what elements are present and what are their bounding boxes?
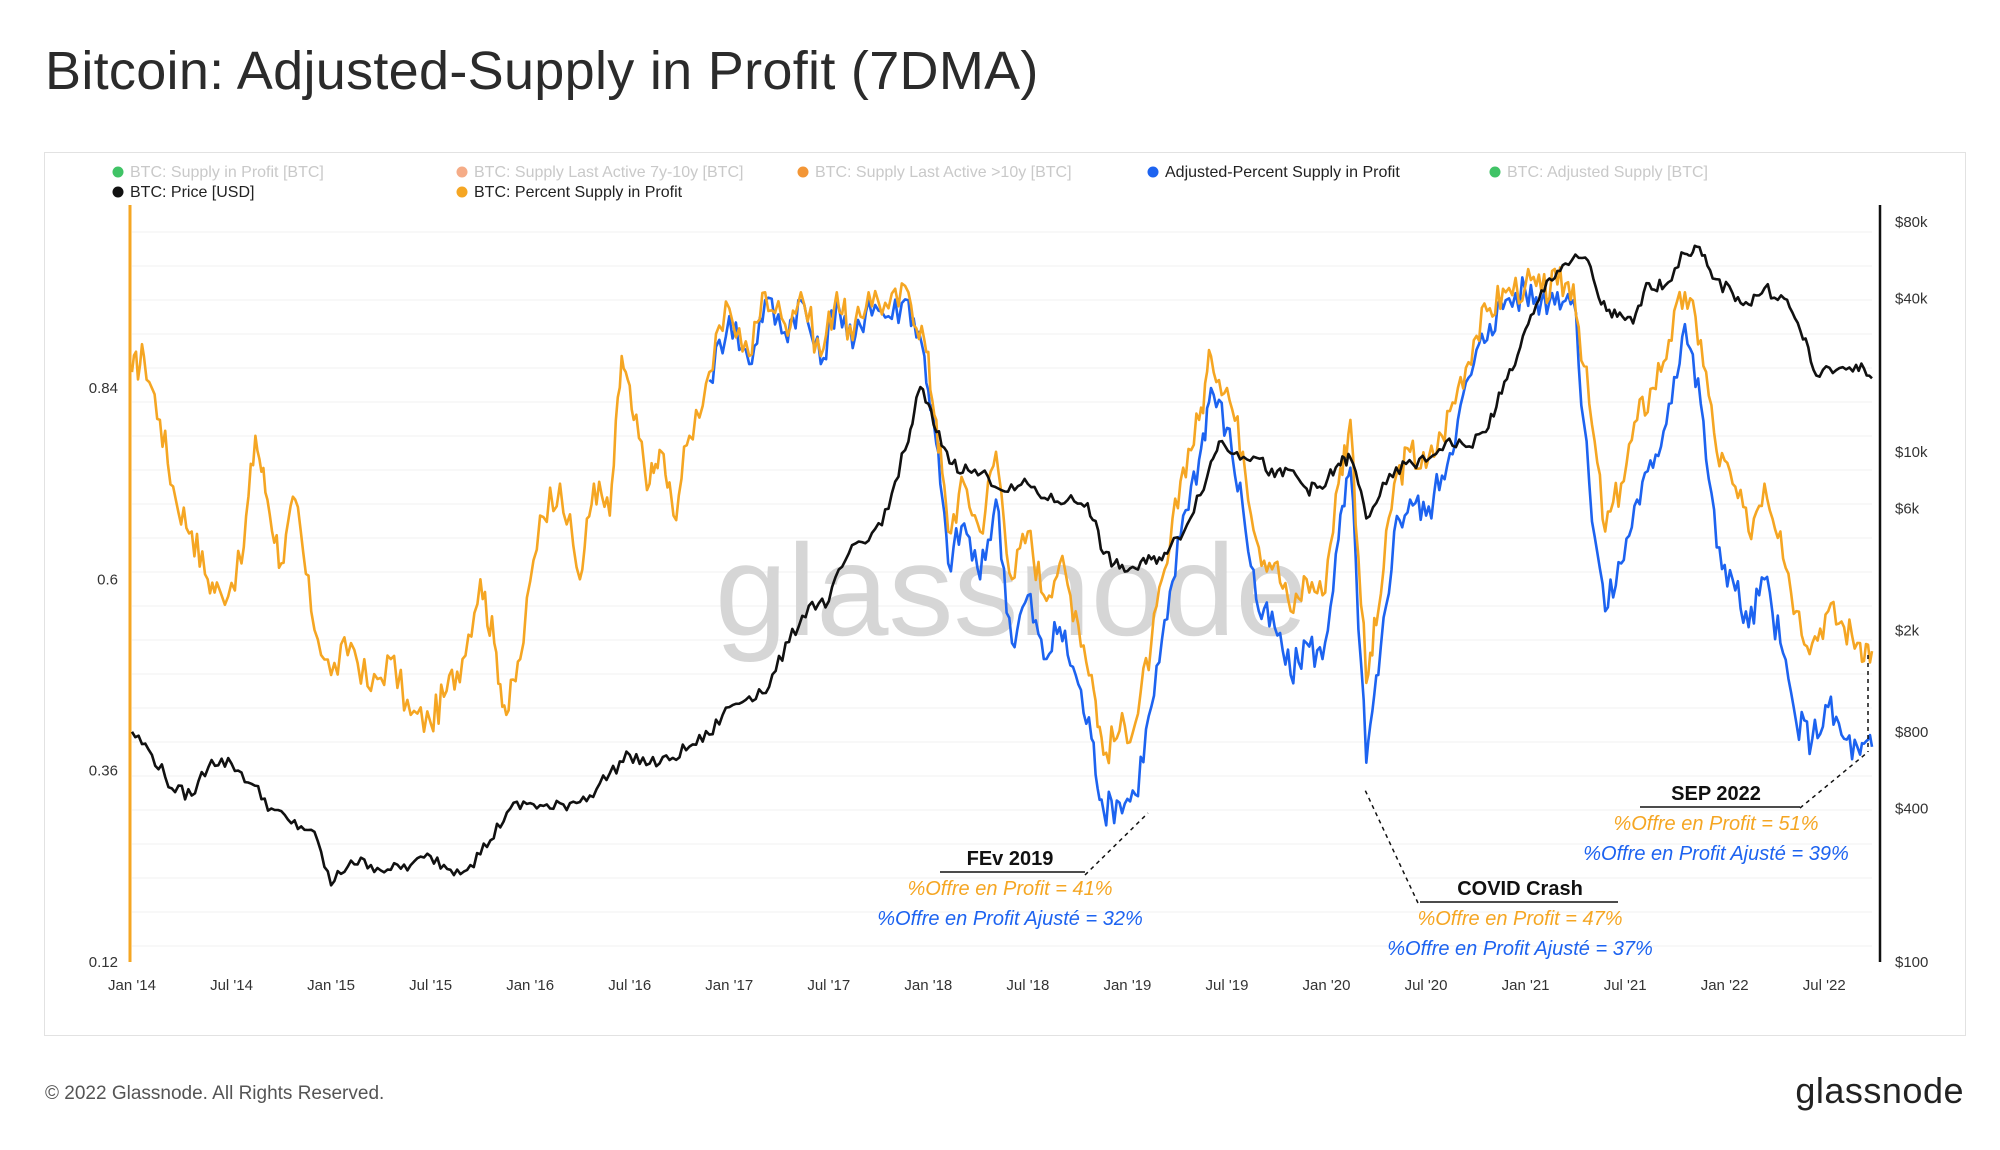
x-tick-label: Jul '19: [1206, 977, 1249, 994]
x-tick-label: Jul '18: [1006, 977, 1049, 994]
legend-label: BTC: Percent Supply in Profit: [474, 184, 683, 201]
x-tick-label: Jan '15: [307, 977, 355, 994]
legend-marker: [112, 186, 124, 198]
x-tick-label: Jan '19: [1103, 977, 1151, 994]
annotation-adjusted-text: %Offre en Profit Ajusté = 37%: [1387, 938, 1653, 960]
annotation-supply-profit-text: %Offre en Profit = 41%: [907, 878, 1112, 900]
x-tick-label: Jan '20: [1303, 977, 1351, 994]
supply-in-profit-series-line: [130, 266, 1874, 765]
legend-marker: [1147, 166, 1159, 178]
adjusted-supply-series-line: [708, 276, 1874, 827]
annotation-leader-line: [1799, 751, 1869, 809]
annotation-adjusted-text: %Offre en Profit Ajusté = 39%: [1583, 843, 1849, 865]
legend-marker: [797, 166, 809, 178]
annotation-supply-profit-text: %Offre en Profit = 47%: [1417, 908, 1622, 930]
right-tick-label: $800: [1895, 724, 1928, 741]
annotation-adjusted-text: %Offre en Profit Ajusté = 32%: [877, 908, 1143, 930]
x-tick-label: Jan '17: [705, 977, 753, 994]
legend-label: BTC: Supply Last Active >10y [BTC]: [815, 164, 1072, 181]
x-tick-label: Jul '21: [1604, 977, 1647, 994]
legend-label: BTC: Adjusted Supply [BTC]: [1507, 164, 1708, 181]
legend-marker: [456, 186, 468, 198]
legend-marker: [456, 166, 468, 178]
legend-marker: [112, 166, 124, 178]
footer-copyright: © 2022 Glassnode. All Rights Reserved.: [45, 1083, 385, 1104]
x-tick-label: Jul '14: [210, 977, 253, 994]
x-tick-label: Jul '16: [608, 977, 651, 994]
annotation-supply-profit-text: %Offre en Profit = 51%: [1613, 813, 1818, 835]
x-tick-label: Jul '20: [1405, 977, 1448, 994]
x-tick-label: Jan '14: [108, 977, 156, 994]
legend-label: BTC: Supply in Profit [BTC]: [130, 164, 324, 181]
left-tick-label: 0.12: [89, 954, 118, 971]
left-tick-label: 0.84: [89, 380, 118, 397]
x-tick-label: Jan '18: [904, 977, 952, 994]
annotation-title: COVID Crash: [1457, 878, 1583, 900]
x-tick-label: Jan '16: [506, 977, 554, 994]
legend-label: BTC: Price [USD]: [130, 184, 254, 201]
right-tick-label: $40k: [1895, 291, 1928, 308]
annotation-leader-line: [1364, 789, 1419, 904]
right-tick-label: $100: [1895, 954, 1928, 971]
page-title: Bitcoin: Adjusted-Supply in Profit (7DMA…: [45, 41, 1039, 101]
legend-marker: [1489, 166, 1501, 178]
legend-label: Adjusted-Percent Supply in Profit: [1165, 164, 1400, 181]
annotation-title: SEP 2022: [1671, 783, 1761, 805]
annotation-title: FEv 2019: [967, 848, 1054, 870]
right-tick-label: $2k: [1895, 622, 1920, 639]
left-tick-label: 0.36: [89, 763, 118, 780]
right-tick-label: $400: [1895, 801, 1928, 818]
right-tick-label: $80k: [1895, 214, 1928, 231]
annotation-leader-line: [1084, 812, 1149, 876]
right-tick-label: $10k: [1895, 444, 1928, 461]
glassnode-logo: glassnode: [1795, 1070, 1964, 1111]
price-series-line: [130, 244, 1873, 887]
x-tick-label: Jul '15: [409, 977, 452, 994]
right-tick-label: $6k: [1895, 501, 1920, 518]
x-tick-label: Jan '22: [1701, 977, 1749, 994]
x-tick-label: Jul '22: [1803, 977, 1846, 994]
x-tick-label: Jan '21: [1502, 977, 1550, 994]
left-tick-label: 0.6: [97, 571, 118, 588]
x-tick-label: Jul '17: [807, 977, 850, 994]
legend-label: BTC: Supply Last Active 7y-10y [BTC]: [474, 164, 743, 181]
